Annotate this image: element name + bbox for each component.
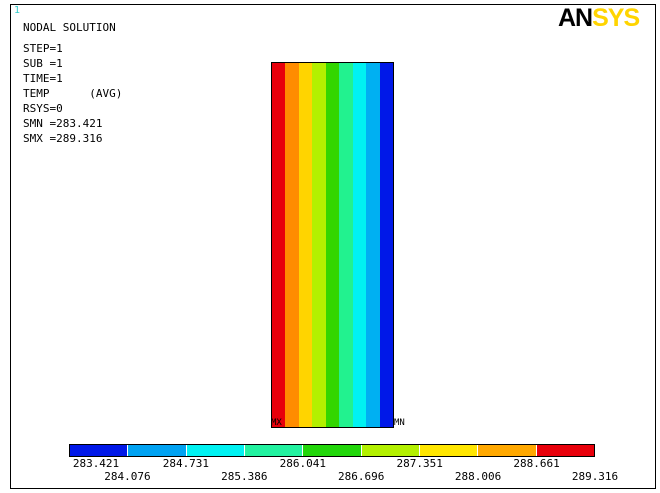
contour-band <box>352 63 367 427</box>
legend-tick-label: 287.351 <box>396 457 443 470</box>
info-step: STEP=1 <box>23 42 63 55</box>
legend-color-segment <box>128 445 187 456</box>
legend-color-segment <box>244 445 304 456</box>
legend-color-segment <box>478 445 537 456</box>
contour-band <box>339 63 353 427</box>
contour-band <box>366 63 380 427</box>
contour-band <box>379 63 393 427</box>
info-substep: SUB =1 <box>23 57 63 70</box>
legend-color-segment <box>419 445 479 456</box>
contour-band <box>325 63 340 427</box>
info-rsys: RSYS=0 <box>23 102 63 115</box>
legend-tick-label: 284.731 <box>162 457 210 470</box>
legend-tick-label: 283.421 <box>72 457 120 470</box>
logo-part-sys: SYS <box>592 4 640 32</box>
graphics-frame <box>10 4 656 489</box>
contour-band <box>312 63 326 427</box>
contour-band <box>285 63 299 427</box>
contour-band <box>272 63 286 427</box>
info-time: TIME=1 <box>23 72 63 85</box>
temperature-contour-model <box>271 62 394 428</box>
info-max-value: SMX =289.316 <box>23 132 103 145</box>
info-result-item: TEMP (AVG) <box>23 87 123 100</box>
legend-tick-label: 289.316 <box>571 470 619 483</box>
solution-info: STEP=1 SUB =1 TIME=1 TEMP (AVG) RSYS=0 S… <box>23 41 122 146</box>
legend-color-segment <box>303 445 362 456</box>
info-min-value: SMN =283.421 <box>23 117 103 130</box>
legend-color-segment <box>70 445 129 456</box>
contour-band <box>298 63 313 427</box>
legend-tick-label: 285.386 <box>221 470 268 483</box>
window-number: 1 <box>14 5 21 16</box>
legend-color-segment <box>536 445 594 456</box>
legend-tick-label: 288.661 <box>513 457 560 470</box>
plot-title: NODAL SOLUTION <box>23 21 116 34</box>
legend-tick-label: 288.006 <box>454 470 502 483</box>
ansys-logo: ANSYS <box>558 4 640 32</box>
legend-tick-label: 284.076 <box>104 470 151 483</box>
legend-color-segment <box>186 445 245 456</box>
contour-legend-bar <box>69 444 595 457</box>
max-node-label: MX <box>271 418 282 428</box>
legend-tick-label: 286.696 <box>338 470 385 483</box>
legend-color-segment <box>361 445 420 456</box>
legend-tick-label: 286.041 <box>279 457 326 470</box>
min-node-label: MN <box>394 418 405 428</box>
logo-part-an: AN <box>558 4 593 32</box>
